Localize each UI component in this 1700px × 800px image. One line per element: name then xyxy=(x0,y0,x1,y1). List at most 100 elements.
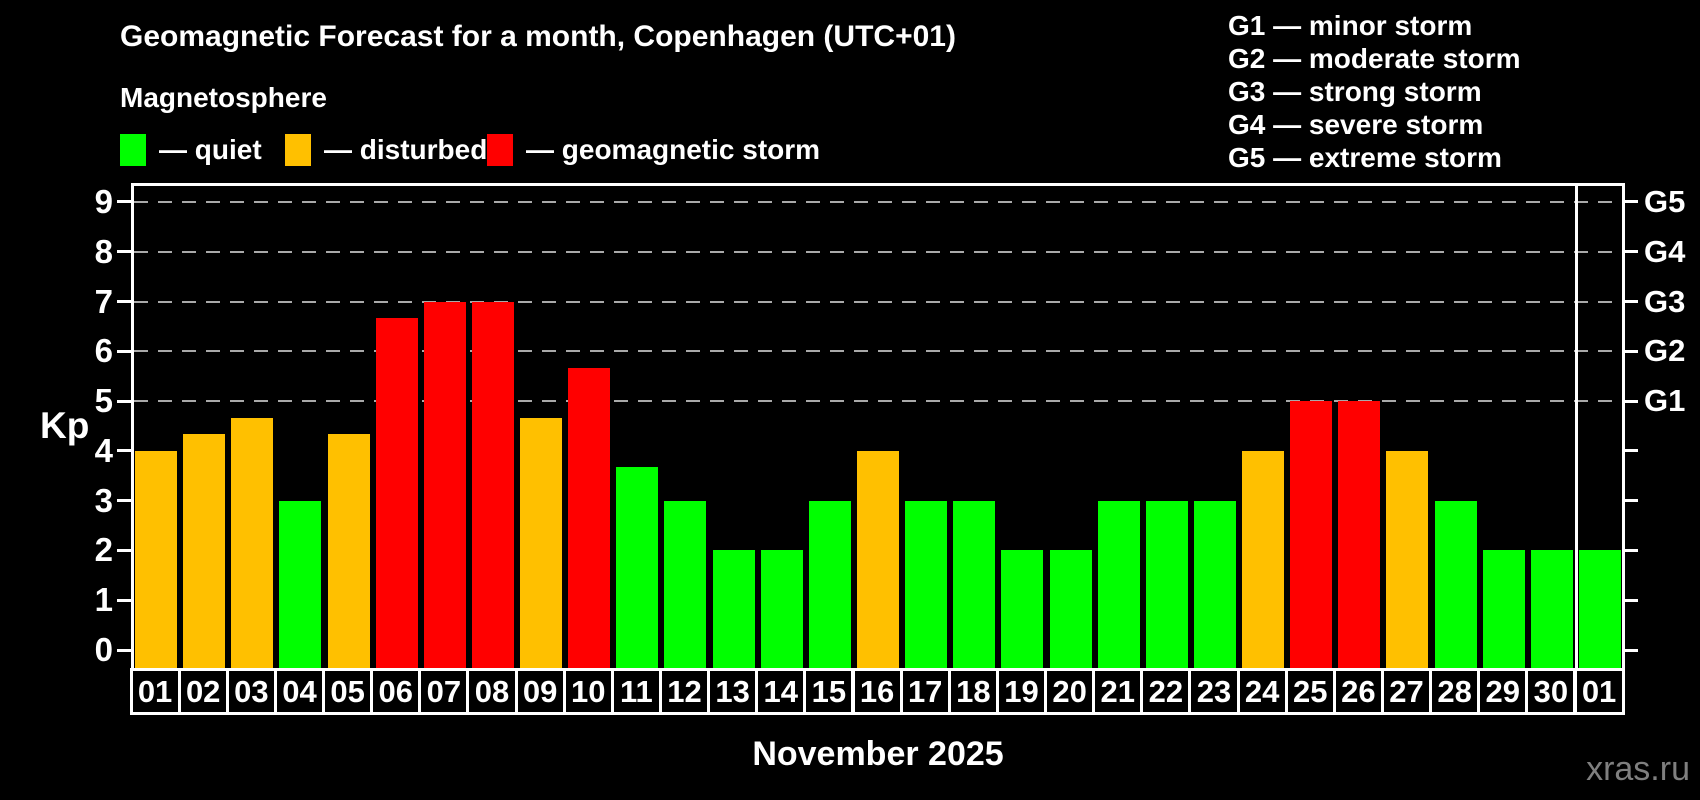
y-tick-left-1 xyxy=(117,598,131,602)
chart-title: Geomagnetic Forecast for a month, Copenh… xyxy=(120,20,956,53)
y-tick-label-4: 4 xyxy=(94,431,113,469)
day-label-01: 01 xyxy=(129,668,181,715)
kp-bar-day-23 xyxy=(1193,500,1236,669)
kp-bar-day-08 xyxy=(471,301,514,669)
y-tick-label-5: 5 xyxy=(94,382,113,420)
day-label-30: 30 xyxy=(1525,668,1577,715)
legend-swatch-storm xyxy=(487,134,513,166)
y-tick-left-4 xyxy=(117,449,131,453)
x-axis-label: November 2025 xyxy=(752,735,1004,773)
kp-bar-day-01 xyxy=(1579,550,1621,669)
g-scale-tick-label-G3: G3 xyxy=(1644,283,1686,319)
day-label-18: 18 xyxy=(947,668,999,715)
legend-swatch-quiet xyxy=(120,134,146,166)
plot-area xyxy=(131,183,1625,669)
y-tick-right-8 xyxy=(1624,250,1638,254)
day-label-27: 27 xyxy=(1380,668,1433,715)
kp-bar-day-16 xyxy=(857,450,899,669)
kp-bar-day-17 xyxy=(905,500,948,669)
kp-bar-day-02 xyxy=(183,434,226,669)
y-tick-right-0 xyxy=(1624,648,1638,652)
kp-bar-day-01 xyxy=(135,450,177,669)
kp-bar-day-04 xyxy=(279,500,322,669)
g-scale-legend-line-2: G2 — moderate storm xyxy=(1228,43,1521,74)
legend-item-disturbed: — disturbed xyxy=(285,134,487,166)
day-label-05: 05 xyxy=(322,668,374,715)
y-tick-label-3: 3 xyxy=(94,481,113,519)
g-scale-legend-line-3: G3 — strong storm xyxy=(1228,76,1482,107)
gridline-kp-7 xyxy=(134,300,1622,303)
g-scale-tick-label-G2: G2 xyxy=(1644,333,1686,369)
day-label-07: 07 xyxy=(418,668,470,715)
day-label-14: 14 xyxy=(755,668,807,715)
day-label-29: 29 xyxy=(1477,668,1529,715)
kp-bar-day-26 xyxy=(1338,401,1381,669)
day-label-10: 10 xyxy=(562,668,614,715)
day-label-22: 22 xyxy=(1140,668,1192,715)
y-tick-right-2 xyxy=(1624,548,1638,552)
kp-bar-day-05 xyxy=(327,434,370,669)
kp-bar-day-12 xyxy=(664,500,707,669)
kp-bar-day-24 xyxy=(1242,450,1285,669)
y-tick-left-7 xyxy=(117,300,131,304)
g-scale-legend-line-1: G1 — minor storm xyxy=(1228,10,1473,41)
kp-bar-day-06 xyxy=(375,317,418,669)
kp-bar-day-20 xyxy=(1049,550,1092,669)
day-label-19: 19 xyxy=(995,668,1048,715)
legend-label-storm: — geomagnetic storm xyxy=(526,134,821,165)
y-tick-left-3 xyxy=(117,499,131,503)
legend-label-quiet: — quiet xyxy=(159,134,262,165)
day-label-16: 16 xyxy=(851,668,903,715)
legend-swatch-disturbed xyxy=(285,134,311,166)
legend-item-quiet: — quiet xyxy=(120,134,262,166)
day-label-17: 17 xyxy=(899,668,951,715)
g-scale-legend-line-5: G5 — extreme storm xyxy=(1228,142,1502,173)
y-tick-right-4 xyxy=(1624,449,1638,453)
day-label-12: 12 xyxy=(658,668,711,715)
y-tick-label-8: 8 xyxy=(94,232,113,270)
legend-label-disturbed: — disturbed xyxy=(324,134,488,165)
watermark: xras.ru xyxy=(1586,750,1690,788)
g-scale-tick-label-G5: G5 xyxy=(1644,183,1686,219)
kp-bar-day-07 xyxy=(423,301,466,669)
y-tick-left-0 xyxy=(117,648,131,652)
kp-bar-day-13 xyxy=(712,550,755,669)
y-tick-label-7: 7 xyxy=(94,282,113,320)
day-label-08: 08 xyxy=(466,668,518,715)
day-label-15: 15 xyxy=(803,668,855,715)
kp-bar-day-14 xyxy=(760,550,803,669)
kp-bar-day-11 xyxy=(616,467,659,669)
y-tick-right-1 xyxy=(1624,598,1638,602)
g-scale-legend-line-4: G4 — severe storm xyxy=(1228,109,1484,140)
g-scale-legend: G1 — minor storm G2 — moderate storm G3 — … xyxy=(1228,9,1521,174)
y-tick-left-8 xyxy=(117,250,131,254)
y-tick-right-5 xyxy=(1624,399,1638,403)
kp-bar-day-10 xyxy=(568,367,611,669)
day-label-25: 25 xyxy=(1284,668,1336,715)
day-label-28: 28 xyxy=(1429,668,1481,715)
day-label-03: 03 xyxy=(225,668,277,715)
kp-bar-day-09 xyxy=(520,417,563,669)
day-label-09: 09 xyxy=(514,668,566,715)
gridline-kp-5 xyxy=(134,400,1622,403)
y-tick-right-6 xyxy=(1624,349,1638,353)
y-tick-label-6: 6 xyxy=(94,332,113,370)
y-tick-right-7 xyxy=(1624,300,1638,304)
y-axis-label: Kp xyxy=(40,405,90,446)
kp-bar-day-27 xyxy=(1386,450,1429,669)
kp-bar-day-30 xyxy=(1530,550,1573,669)
month-separator xyxy=(1575,186,1578,669)
kp-bar-day-19 xyxy=(1001,550,1044,669)
y-tick-label-2: 2 xyxy=(94,531,113,569)
day-label-26: 26 xyxy=(1332,668,1384,715)
y-tick-left-2 xyxy=(117,548,131,552)
y-tick-left-6 xyxy=(117,349,131,353)
kp-bar-day-28 xyxy=(1434,500,1477,669)
kp-bar-day-29 xyxy=(1482,550,1525,669)
day-label-23: 23 xyxy=(1188,668,1240,715)
y-tick-label-1: 1 xyxy=(94,581,113,619)
day-label-21: 21 xyxy=(1092,668,1144,715)
day-label-24: 24 xyxy=(1236,668,1288,715)
y-tick-label-9: 9 xyxy=(94,182,113,220)
